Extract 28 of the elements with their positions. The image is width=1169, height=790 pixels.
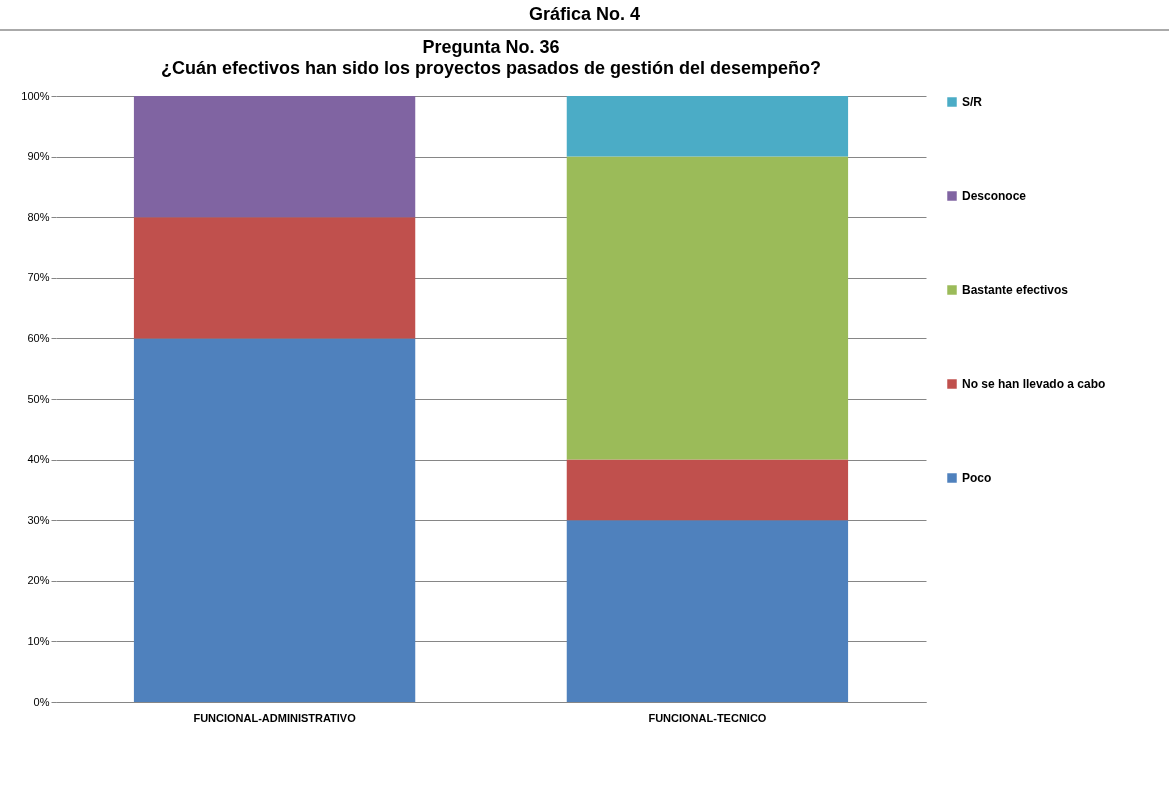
x-tick-label: FUNCIONAL-ADMINISTRATIVO	[193, 711, 357, 724]
y-tick-label: 80%	[27, 210, 50, 223]
chart-title: Pregunta No. 36	[422, 37, 560, 57]
bar	[133, 217, 416, 339]
y-tick-label: 30%	[27, 513, 50, 526]
chart-subtitle: ¿Cuán efectivos han sido los proyectos pasados de gestión del desempeño?	[160, 58, 822, 78]
y-tick-label: 90%	[27, 150, 50, 163]
y-tick-label: 100%	[21, 89, 50, 102]
legend-label: Desconoce	[962, 189, 1027, 203]
text: Gráfica No. 4	[0, 0, 1169, 31]
y-tick-label: 40%	[27, 453, 50, 466]
y-tick-label: 10%	[27, 634, 50, 647]
y-tick-label: 0%	[33, 695, 50, 708]
y-tick-label: 50%	[27, 392, 50, 405]
bar	[133, 96, 416, 218]
bar	[566, 459, 849, 521]
bar	[566, 156, 849, 460]
y-tick-label: 60%	[27, 331, 50, 344]
bar	[566, 96, 849, 157]
x-tick-label: FUNCIONAL-TECNICO	[648, 711, 767, 724]
legend-label: Poco	[962, 471, 992, 485]
legend-label: Bastante efectivos	[962, 283, 1069, 297]
y-tick-label: 70%	[27, 271, 50, 284]
bar	[133, 338, 416, 702]
legend-label: No se han llevado a cabo	[962, 377, 1106, 391]
legend-label: S/R	[962, 95, 983, 109]
bar	[566, 520, 849, 702]
y-tick-label: 20%	[27, 574, 50, 587]
